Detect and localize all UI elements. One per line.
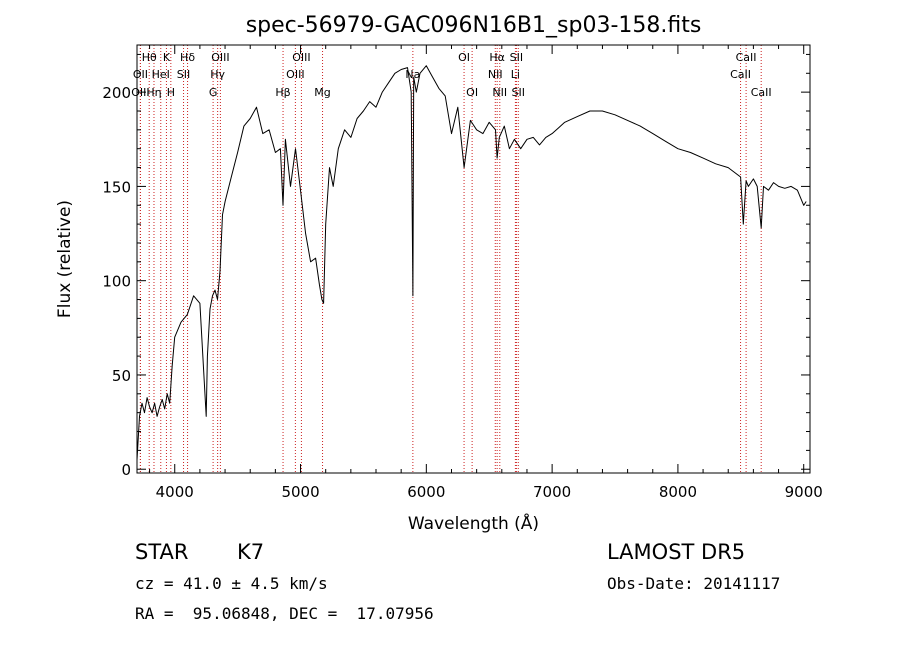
x-tick-label: 7000 — [533, 483, 571, 501]
x-tick-label: 9000 — [785, 483, 823, 501]
line-marker-label: CaII — [751, 86, 772, 99]
x-axis-label: Wavelength (Å) — [408, 512, 539, 534]
survey-name: LAMOST DR5 — [607, 540, 746, 564]
x-tick-label: 6000 — [407, 483, 445, 501]
line-marker-label: Hη — [146, 86, 161, 99]
y-tick-label: 200 — [102, 84, 131, 102]
line-marker-label: OIII — [211, 51, 229, 64]
line-marker-label: Hβ — [275, 86, 290, 99]
line-marker-label: Na — [405, 68, 420, 81]
line-marker-label: Li — [511, 68, 520, 81]
line-marker-label: Hγ — [210, 68, 225, 81]
line-marker-label: NII — [488, 68, 503, 81]
sky-coordinates: RA = 95.06848, DEC = 17.07956 — [135, 604, 434, 623]
line-marker-label: HeI — [152, 68, 170, 81]
line-marker-label: NII — [492, 86, 507, 99]
line-marker-label: CaII — [730, 68, 751, 81]
line-marker-label: Hθ — [142, 51, 157, 64]
spectrum-line — [136, 65, 807, 460]
x-tick-label: 5000 — [281, 483, 319, 501]
y-tick-label: 100 — [102, 273, 131, 291]
y-axis-label: Flux (relative) — [55, 200, 75, 318]
line-marker-label: CaII — [736, 51, 757, 64]
line-marker-label: OIII — [292, 51, 310, 64]
line-marker-label: K — [163, 51, 171, 64]
y-tick-label: 50 — [112, 367, 131, 385]
plot-frame — [136, 44, 811, 474]
line-marker-label: OII — [133, 68, 148, 81]
line-marker-label: OI — [458, 51, 470, 64]
chart-title: spec-56979-GAC096N16B1_sp03-158.fits — [246, 13, 702, 38]
line-marker-label: Hδ — [180, 51, 195, 64]
x-tick-label: 4000 — [156, 483, 194, 501]
line-marker-label: OIII — [286, 68, 304, 81]
x-tick-label: 8000 — [659, 483, 697, 501]
object-class: STAR — [135, 540, 189, 564]
line-marker-label: SII — [512, 86, 525, 99]
radial-velocity: cz = 41.0 ± 4.5 km/s — [135, 574, 328, 593]
line-marker-label: Mg — [314, 86, 330, 99]
y-tick-label: 150 — [102, 178, 131, 196]
line-marker-label: H — [167, 86, 175, 99]
line-marker-label: SII — [510, 51, 523, 64]
line-marker-label: Hα — [489, 51, 505, 64]
spectral-subclass: K7 — [237, 540, 265, 564]
observation-date: Obs-Date: 20141117 — [607, 574, 781, 593]
line-marker-label: OI — [466, 86, 478, 99]
line-marker-label: SII — [177, 68, 190, 81]
y-tick-label: 0 — [121, 461, 131, 479]
line-marker-label: G — [209, 86, 218, 99]
